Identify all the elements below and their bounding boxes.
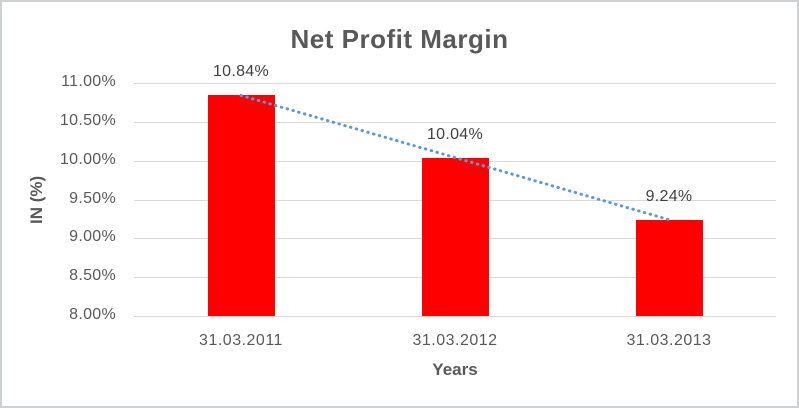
y-tick-label: 9.00%: [69, 228, 116, 246]
bar-31.03.2013[interactable]: [635, 219, 703, 316]
bar-31.03.2012[interactable]: [421, 157, 489, 316]
x-tick-label: 31.03.2012: [412, 332, 498, 349]
y-tick-label: 10.50%: [59, 111, 116, 129]
x-tick-label: 31.03.2011: [199, 332, 283, 349]
y-tick-label: 9.50%: [69, 189, 116, 207]
y-tick-label: 8.00%: [69, 306, 116, 323]
gridline: [134, 121, 776, 123]
plot-area: [134, 83, 776, 317]
bar-31.03.2011[interactable]: [207, 95, 275, 316]
gridline: [134, 316, 776, 317]
gridline: [134, 83, 776, 84]
data-label: 10.04%: [426, 125, 484, 143]
y-tick-label: 8.50%: [69, 267, 116, 285]
data-label: 10.84%: [212, 63, 270, 81]
chart-title: Net Profit Margin: [290, 24, 509, 54]
y-tick-label: 10.00%: [59, 150, 116, 168]
data-label: 9.24%: [645, 187, 693, 205]
x-axis-title: Years: [432, 360, 478, 379]
y-tick-label: 11.00%: [61, 73, 116, 90]
x-tick-label: 31.03.2013: [626, 332, 712, 349]
trendline: [239, 93, 671, 222]
